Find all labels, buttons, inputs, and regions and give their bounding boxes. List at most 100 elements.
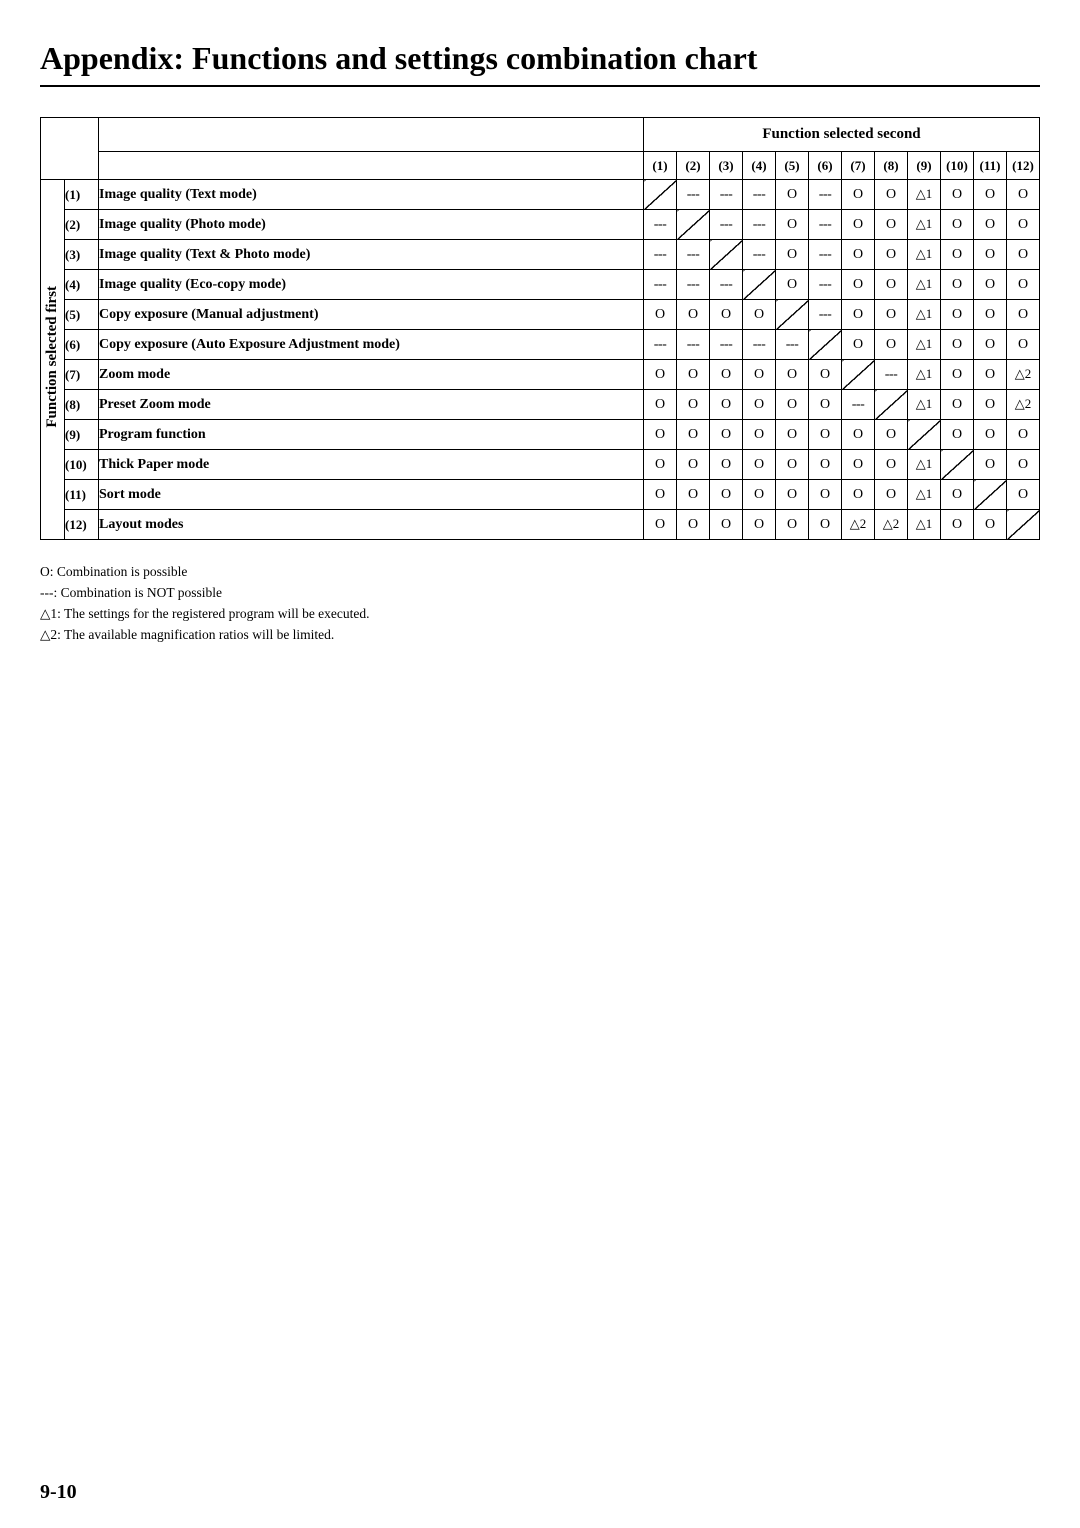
cell: O [743, 300, 776, 330]
legend-line: O: Combination is possible [40, 562, 1040, 583]
cell: O [710, 390, 743, 420]
combination-table: Function selected second (1)(2)(3)(4)(5)… [40, 117, 1040, 540]
cell: O [644, 390, 677, 420]
cell: O [710, 360, 743, 390]
cell: O [974, 450, 1007, 480]
cell: O [1007, 240, 1040, 270]
col-header-row: (1)(2)(3)(4)(5)(6)(7)(8)(9)(10)(11)(12) [41, 152, 1040, 180]
cell: O [644, 300, 677, 330]
cell: --- [644, 210, 677, 240]
cell: O [776, 450, 809, 480]
cell: --- [677, 240, 710, 270]
cell: --- [809, 270, 842, 300]
cell: O [842, 300, 875, 330]
cell: △1 [908, 390, 941, 420]
cell [743, 270, 776, 300]
cell: △1 [908, 510, 941, 540]
cell: O [809, 390, 842, 420]
row-num: (8) [65, 390, 99, 420]
cell: O [941, 420, 974, 450]
cell [842, 360, 875, 390]
cell: --- [743, 180, 776, 210]
cell: O [875, 270, 908, 300]
cell [644, 180, 677, 210]
col-header-8: (8) [875, 152, 908, 180]
cell: O [974, 270, 1007, 300]
cell: --- [644, 240, 677, 270]
cell: --- [710, 270, 743, 300]
cell: △2 [842, 510, 875, 540]
cell: △1 [908, 270, 941, 300]
legend: O: Combination is possible---: Combinati… [40, 562, 1040, 646]
cell: O [974, 510, 1007, 540]
row-label: Preset Zoom mode [99, 390, 644, 420]
cell: O [644, 360, 677, 390]
cell: O [677, 450, 710, 480]
cell: △1 [908, 300, 941, 330]
row-num: (9) [65, 420, 99, 450]
row-label: Thick Paper mode [99, 450, 644, 480]
cell: O [842, 240, 875, 270]
col-header-5: (5) [776, 152, 809, 180]
cell: O [1007, 210, 1040, 240]
blank-corner-r [99, 118, 644, 152]
cell: O [644, 450, 677, 480]
row-num: (11) [65, 480, 99, 510]
cell: O [677, 390, 710, 420]
page-number: 9-10 [40, 1481, 77, 1504]
cell: O [842, 270, 875, 300]
table-row: (2)Image quality (Photo mode)---------O-… [41, 210, 1040, 240]
table-row: (12)Layout modesOOOOOO△2△2△1OO [41, 510, 1040, 540]
row-label: Image quality (Photo mode) [99, 210, 644, 240]
cell: O [974, 420, 1007, 450]
cell: O [743, 510, 776, 540]
cell: O [842, 210, 875, 240]
cell [941, 450, 974, 480]
cell: O [776, 420, 809, 450]
cell: --- [677, 330, 710, 360]
cell: △1 [908, 210, 941, 240]
cell: O [974, 210, 1007, 240]
cell: O [875, 450, 908, 480]
row-label: Sort mode [99, 480, 644, 510]
cell: O [941, 360, 974, 390]
cell: O [1007, 480, 1040, 510]
cell: --- [875, 360, 908, 390]
cell: O [842, 180, 875, 210]
cell: O [677, 300, 710, 330]
col-header-2: (2) [677, 152, 710, 180]
cell: O [677, 420, 710, 450]
cell: O [941, 270, 974, 300]
col-header-6: (6) [809, 152, 842, 180]
col-header-3: (3) [710, 152, 743, 180]
table-row: (4)Image quality (Eco-copy mode)--------… [41, 270, 1040, 300]
cell: △2 [1007, 360, 1040, 390]
cell: --- [809, 300, 842, 330]
cell: O [710, 450, 743, 480]
row-num: (12) [65, 510, 99, 540]
row-num: (10) [65, 450, 99, 480]
cell: O [809, 450, 842, 480]
cell: O [776, 390, 809, 420]
cell: O [941, 510, 974, 540]
cell: O [941, 210, 974, 240]
cell: O [809, 360, 842, 390]
table-row: (6)Copy exposure (Auto Exposure Adjustme… [41, 330, 1040, 360]
cell: --- [743, 210, 776, 240]
cell: O [710, 420, 743, 450]
row-label: Image quality (Text & Photo mode) [99, 240, 644, 270]
cell: △2 [1007, 390, 1040, 420]
row-num: (2) [65, 210, 99, 240]
header-second: Function selected second [644, 118, 1040, 152]
cell: O [743, 480, 776, 510]
cell: △1 [908, 480, 941, 510]
cell: O [974, 360, 1007, 390]
cell: O [1007, 300, 1040, 330]
cell: O [941, 390, 974, 420]
row-num: (4) [65, 270, 99, 300]
cell: O [743, 390, 776, 420]
cell: O [1007, 450, 1040, 480]
cell: O [677, 510, 710, 540]
cell: O [974, 300, 1007, 330]
table-row: Function selected first(1)Image quality … [41, 180, 1040, 210]
